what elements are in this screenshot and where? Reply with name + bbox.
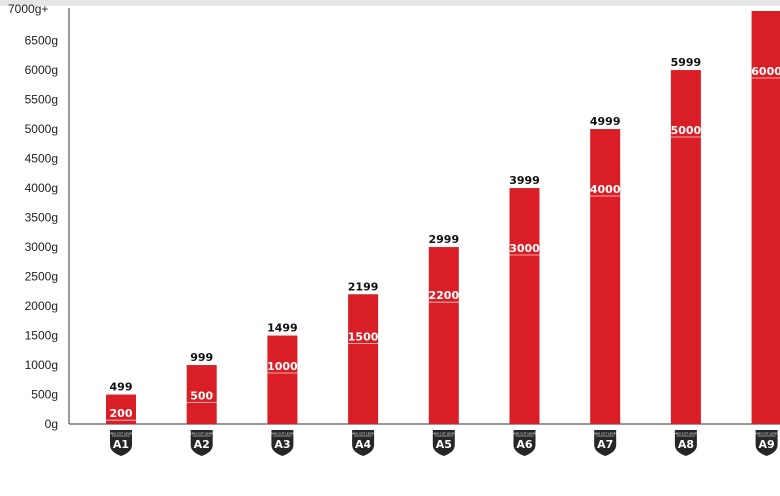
y-tick-label: 6000g: [25, 63, 58, 77]
y-tick-label: 7000g+: [8, 2, 48, 16]
badge-caption: ANSI CUT LEVEL: [190, 432, 215, 436]
badge-caption: ANSI CUT LEVEL: [754, 432, 779, 436]
bar-a4: [348, 294, 379, 424]
y-tick-label: 5000g: [25, 122, 58, 136]
bar-labels: 499 200 999 500 1499 1000 2199 1500 2999 2200 3999…: [106, 56, 780, 421]
y-tick-label: 6500g: [25, 34, 58, 48]
shield-icon: [352, 430, 375, 456]
y-tick-label: 2500g: [25, 270, 58, 284]
y-tick-label: 4500g: [25, 152, 58, 166]
category-label: A6: [516, 438, 533, 451]
shield-icon: [513, 430, 536, 456]
shield-icon: [755, 430, 778, 456]
cut-level-badge-a4: ANSI CUT LEVEL A4: [351, 430, 376, 456]
badge-caption: ANSI CUT LEVEL: [432, 432, 457, 436]
category-label: A4: [355, 438, 372, 451]
bar-min-label: 2200: [428, 289, 459, 302]
bar-max-label: 999: [190, 351, 213, 364]
bar-a1: [106, 394, 136, 424]
bar-max-label: 2999: [428, 233, 459, 246]
bar-max-label: 4999: [590, 115, 621, 128]
shield-icon: [190, 430, 213, 456]
bar-min-label: 4000: [590, 183, 621, 196]
bar-min-label: 6000: [751, 65, 780, 78]
badge-caption: ANSI CUT LEVEL: [351, 432, 376, 436]
top-band: [0, 0, 780, 6]
bar-min-label: 3000: [509, 242, 540, 255]
badge-caption: ANSI CUT LEVEL: [109, 432, 134, 436]
bar-max-label: 499: [110, 381, 133, 394]
y-tick-label: 3000g: [25, 240, 58, 254]
bars: [106, 11, 780, 425]
y-axis-ticks: 0g 500g 1000g 1500g 2000g 2500g 3000g 3500g 4000…: [8, 2, 58, 431]
y-tick-label: 1500g: [25, 329, 58, 343]
cut-level-badge-a9: ANSI CUT LEVEL A9: [754, 430, 779, 456]
bar-min-label: 500: [190, 390, 213, 403]
y-tick-label: 3500g: [25, 211, 58, 225]
y-tick-label: 4000g: [25, 181, 58, 195]
bar-min-label: 200: [110, 407, 133, 420]
cut-level-badge-a3: ANSI CUT LEVEL A3: [270, 430, 295, 456]
shield-icon: [594, 430, 617, 456]
bar-max-label: 2199: [348, 280, 379, 293]
badge-caption: ANSI CUT LEVEL: [512, 432, 537, 436]
bar-min-label: 1000: [267, 360, 298, 373]
badge-caption: ANSI CUT LEVEL: [593, 432, 618, 436]
bar-max-label: 3999: [509, 174, 540, 187]
category-label: A2: [194, 438, 210, 451]
bar-a2: [186, 365, 217, 424]
bar-a5: [428, 247, 459, 424]
bar-max-label: 5999: [671, 56, 702, 69]
bar-a9: [751, 11, 780, 424]
y-tick-label: 5500g: [25, 93, 58, 107]
cut-level-badge-a6: ANSI CUT LEVEL A6: [512, 430, 537, 456]
shield-icon: [674, 430, 697, 456]
y-tick-label: 2000g: [25, 299, 58, 313]
bar-a8: [670, 70, 701, 425]
category-label: A3: [274, 438, 290, 451]
bar-min-label: 1500: [348, 331, 379, 344]
cut-level-badge-a7: ANSI CUT LEVEL A7: [593, 430, 618, 456]
shield-icon: [110, 430, 132, 456]
bar-a3: [267, 335, 298, 424]
shield-icon: [271, 430, 294, 456]
shield-icon: [432, 430, 455, 456]
cut-level-badge-a1: ANSI CUT LEVEL A1: [109, 430, 134, 456]
badge-caption: ANSI CUT LEVEL: [270, 432, 295, 436]
category-label: A8: [678, 438, 694, 451]
cut-level-badge-a5: ANSI CUT LEVEL A5: [432, 430, 457, 456]
badge-caption: ANSI CUT LEVEL: [674, 432, 699, 436]
bar-min-label: 5000: [671, 124, 702, 137]
category-label: A9: [759, 438, 775, 451]
category-label: A5: [436, 438, 452, 451]
cut-level-badge-a2: ANSI CUT LEVEL A2: [190, 430, 215, 456]
y-tick-label: 500g: [31, 388, 58, 402]
y-tick-label: 0g: [45, 417, 58, 431]
bar-max-label: 1499: [267, 322, 298, 335]
bar-a7: [590, 129, 621, 424]
y-tick-label: 1000g: [25, 358, 58, 372]
bar-a6: [509, 188, 540, 424]
cut-level-badge-a8: ANSI CUT LEVEL A8: [674, 430, 699, 456]
category-label: A7: [597, 438, 613, 451]
category-label: A1: [113, 438, 129, 451]
